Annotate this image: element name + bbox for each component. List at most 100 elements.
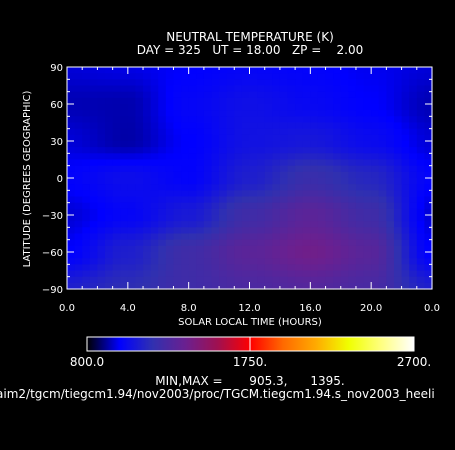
heatmap-cell bbox=[158, 171, 167, 179]
heatmap-cell bbox=[279, 245, 289, 253]
heatmap-cell bbox=[165, 110, 175, 117]
heatmap-cell bbox=[409, 85, 418, 93]
heatmap-cell bbox=[378, 73, 387, 80]
heatmap-cell bbox=[219, 116, 228, 124]
heatmap-cell bbox=[120, 215, 129, 222]
heatmap-cell bbox=[393, 202, 403, 210]
heatmap-cell bbox=[188, 208, 197, 216]
heatmap-cell bbox=[181, 184, 190, 191]
heatmap-cell bbox=[348, 178, 357, 185]
heatmap-cell bbox=[317, 134, 327, 142]
heatmap-cell bbox=[112, 85, 121, 93]
heatmap-cell bbox=[196, 215, 205, 222]
heatmap-cell bbox=[97, 141, 106, 148]
heatmap-cell bbox=[264, 221, 273, 228]
heatmap-cell bbox=[393, 110, 403, 117]
heatmap-cell bbox=[135, 233, 144, 241]
heatmap-cell bbox=[181, 233, 190, 241]
heatmap-cell bbox=[249, 79, 258, 87]
heatmap-cell bbox=[165, 104, 175, 111]
heatmap-cell bbox=[333, 79, 342, 87]
heatmap-cell bbox=[211, 282, 220, 290]
heatmap-cell bbox=[89, 264, 99, 272]
heatmap-cell bbox=[310, 233, 319, 241]
heatmap-cell bbox=[241, 116, 251, 124]
heatmap-cell bbox=[325, 153, 334, 161]
heatmap-cell bbox=[67, 202, 76, 210]
heatmap-cell bbox=[143, 110, 152, 117]
heatmap-cell bbox=[241, 227, 251, 235]
heatmap-cell bbox=[89, 165, 99, 173]
heatmap-cell bbox=[355, 252, 365, 259]
heatmap-cell bbox=[287, 215, 296, 222]
heatmap-cell bbox=[105, 165, 114, 173]
heatmap-cell bbox=[234, 171, 243, 179]
heatmap-cell bbox=[226, 79, 235, 87]
heatmap-cell bbox=[416, 134, 425, 142]
heatmap-cell bbox=[272, 276, 281, 284]
heatmap-cell bbox=[143, 153, 152, 161]
heatmap-cell bbox=[165, 178, 175, 185]
heatmap-cell bbox=[97, 134, 106, 142]
heatmap-cell bbox=[234, 110, 243, 117]
heatmap-cell bbox=[112, 104, 121, 111]
heatmap-cell bbox=[371, 221, 380, 228]
heatmap-cell bbox=[272, 73, 281, 80]
heatmap-cell bbox=[317, 147, 327, 154]
heatmap-cell bbox=[143, 104, 152, 111]
heatmap-cell bbox=[393, 208, 403, 216]
heatmap-cell bbox=[120, 153, 129, 161]
heatmap-cell bbox=[371, 190, 380, 198]
heatmap-cell bbox=[393, 221, 403, 228]
heatmap-cell bbox=[67, 208, 76, 216]
heatmap-cell bbox=[409, 141, 418, 148]
heatmap-cell bbox=[82, 116, 91, 124]
heatmap-cell bbox=[82, 171, 91, 179]
heatmap-cell bbox=[143, 221, 152, 228]
heatmap-cell bbox=[82, 190, 91, 198]
heatmap-cell bbox=[188, 239, 197, 247]
heatmap-cell bbox=[219, 97, 228, 105]
heatmap-cell bbox=[150, 134, 159, 142]
heatmap-cell bbox=[241, 196, 251, 204]
heatmap-cell bbox=[82, 239, 91, 247]
heatmap-cell bbox=[181, 73, 190, 80]
heatmap-cell bbox=[257, 270, 266, 278]
heatmap-cell bbox=[127, 85, 137, 93]
heatmap-cell bbox=[158, 252, 167, 259]
heatmap-cell bbox=[89, 202, 99, 210]
heatmap-cell bbox=[173, 190, 182, 198]
heatmap-cell bbox=[302, 233, 311, 241]
heatmap-cell bbox=[219, 221, 228, 228]
heatmap-cell bbox=[188, 202, 197, 210]
heatmap-cell bbox=[226, 116, 235, 124]
heatmap-cell bbox=[120, 159, 129, 167]
heatmap-cell bbox=[173, 67, 182, 74]
heatmap-cell bbox=[401, 184, 410, 191]
heatmap-cell bbox=[272, 110, 281, 117]
heatmap-cell bbox=[317, 73, 327, 80]
heatmap-cell bbox=[135, 122, 144, 130]
heatmap-cell bbox=[173, 178, 182, 185]
heatmap-cell bbox=[249, 153, 258, 161]
heatmap-cell bbox=[401, 159, 410, 167]
heatmap-cell bbox=[317, 171, 327, 179]
heatmap-cell bbox=[97, 159, 106, 167]
heatmap-cell bbox=[165, 165, 175, 173]
heatmap-cell bbox=[127, 128, 137, 136]
heatmap-cell bbox=[97, 202, 106, 210]
heatmap-cell bbox=[371, 208, 380, 216]
heatmap-cell bbox=[234, 215, 243, 222]
heatmap-cell bbox=[158, 110, 167, 117]
heatmap-cell bbox=[188, 282, 197, 290]
heatmap-cell bbox=[325, 73, 334, 80]
heatmap-cell bbox=[295, 239, 304, 247]
heatmap-cell bbox=[333, 245, 342, 253]
heatmap-cell bbox=[234, 128, 243, 136]
heatmap-cell bbox=[257, 67, 266, 74]
heatmap-cell bbox=[257, 227, 266, 235]
heatmap-cell bbox=[74, 221, 83, 228]
heatmap-cell bbox=[264, 258, 273, 265]
heatmap-cell bbox=[97, 196, 106, 204]
heatmap-cell bbox=[401, 73, 410, 80]
